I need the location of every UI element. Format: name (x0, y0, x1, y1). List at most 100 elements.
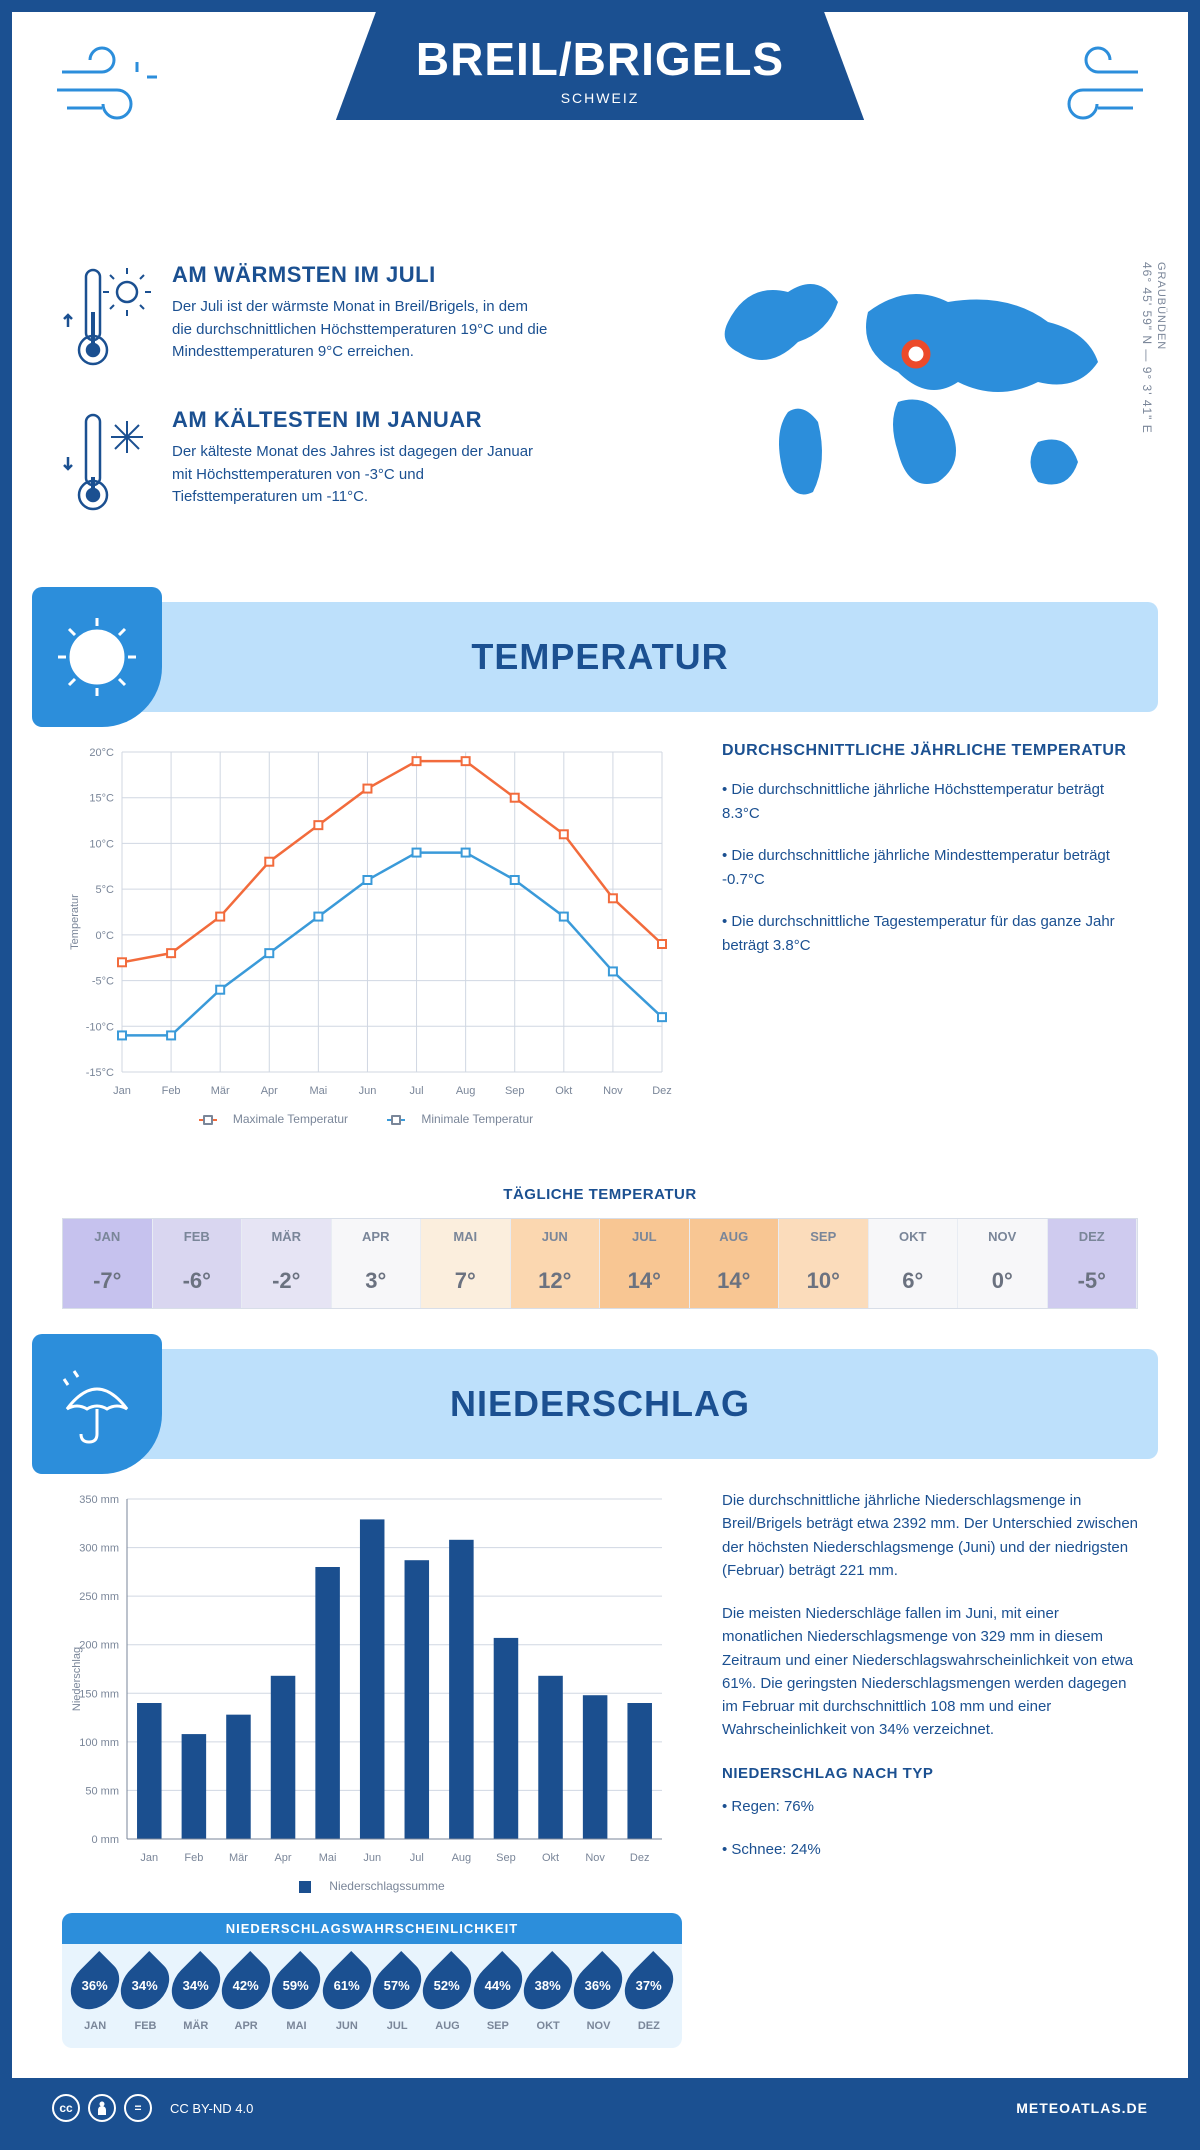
legend-min: Minimale Temperatur (421, 1112, 533, 1126)
prob-month: JUL (374, 2020, 420, 2032)
prob-month: DEZ (626, 2020, 672, 2032)
svg-text:Mär: Mär (211, 1085, 230, 1097)
daily-cell: NOV0° (958, 1219, 1048, 1308)
warmest-text: Der Juli ist der wärmste Monat in Breil/… (172, 296, 552, 364)
daily-value: -5° (1048, 1254, 1137, 1308)
legend-max: Maximale Temperatur (233, 1112, 348, 1126)
site-label: METEOATLAS.DE (1016, 2100, 1148, 2116)
prob-value: 34% (132, 1978, 158, 1993)
thermometer-snow-icon (62, 407, 152, 522)
cc-icon: cc (52, 2094, 80, 2122)
wind-icon (52, 42, 172, 137)
daily-cell: SEP10° (779, 1219, 869, 1308)
drop-icon: 52% (414, 1951, 482, 2019)
drop-icon: 38% (514, 1951, 582, 2019)
daily-value: 0° (958, 1254, 1047, 1308)
precip-text: Die durchschnittliche jährliche Niedersc… (722, 1489, 1138, 2048)
warmest-block: AM WÄRMSTEN IM JULI Der Juli ist der wär… (62, 262, 658, 377)
prob-month: APR (223, 2020, 269, 2032)
svg-text:Dez: Dez (630, 1852, 650, 1864)
legend-precip: Niederschlagssumme (329, 1879, 444, 1893)
stats-line: • Die durchschnittliche Tagestemperatur … (722, 910, 1138, 958)
cc-badges: cc = CC BY-ND 4.0 (52, 2094, 253, 2122)
svg-text:-15°C: -15°C (86, 1067, 114, 1079)
prob-cell: 59%MAI (273, 1958, 319, 2032)
temperature-row: -15°C-10°C-5°C0°C5°C10°C15°C20°CJanFebMä… (12, 742, 1188, 1156)
daily-month: SEP (779, 1219, 868, 1254)
drop-icon: 42% (212, 1951, 280, 2019)
prob-cell: 57% JUL (374, 1958, 420, 2032)
prob-cell: 38%OKT (525, 1958, 571, 2032)
svg-text:150 mm: 150 mm (79, 1688, 119, 1700)
prob-value: 42% (233, 1978, 259, 1993)
svg-text:Apr: Apr (274, 1852, 291, 1864)
svg-text:10°C: 10°C (89, 838, 114, 850)
section-title: TEMPERATUR (471, 636, 728, 678)
svg-text:Niederschlag: Niederschlag (71, 1647, 83, 1711)
drop-icon: 57% (363, 1951, 431, 2019)
precip-row: 0 mm50 mm100 mm150 mm200 mm250 mm300 mm3… (12, 1489, 1188, 2078)
page-title: BREIL/BRIGELS (416, 32, 784, 86)
svg-text:Nov: Nov (603, 1085, 623, 1097)
prob-value: 57% (384, 1978, 410, 1993)
prob-value: 36% (585, 1978, 611, 1993)
sun-icon (32, 587, 162, 727)
prob-cell: 44%SEP (475, 1958, 521, 2032)
daily-month: JUN (511, 1219, 600, 1254)
daily-cell: AUG14° (690, 1219, 780, 1308)
daily-month: MAI (421, 1219, 510, 1254)
svg-text:Okt: Okt (555, 1085, 572, 1097)
svg-text:-10°C: -10°C (86, 1021, 114, 1033)
prob-value: 59% (283, 1978, 309, 1993)
daily-cell: MAI7° (421, 1219, 511, 1308)
svg-text:Aug: Aug (456, 1085, 476, 1097)
title-banner: BREIL/BRIGELS SCHWEIZ (336, 12, 864, 120)
prob-cell: 34%MÄR (173, 1958, 219, 2032)
svg-text:Dez: Dez (652, 1085, 672, 1097)
daily-month: OKT (869, 1219, 958, 1254)
daily-month: AUG (690, 1219, 779, 1254)
stats-line: • Die durchschnittliche jährliche Höchst… (722, 778, 1138, 826)
daily-value: -6° (153, 1254, 242, 1308)
daily-cell: APR3° (332, 1219, 422, 1308)
svg-text:Jul: Jul (410, 1085, 424, 1097)
stats-heading: DURCHSCHNITTLICHE JÄHRLICHE TEMPERATUR (722, 742, 1138, 760)
prob-cell: 52%AUG (424, 1958, 470, 2032)
daily-cell: JUL14° (600, 1219, 690, 1308)
daily-month: NOV (958, 1219, 1047, 1254)
coords-label: 46° 45' 59" N — 9° 3' 41" E (1140, 262, 1154, 434)
daily-value: -2° (242, 1254, 331, 1308)
probability-title: NIEDERSCHLAGSWAHRSCHEINLICHKEIT (62, 1913, 682, 1944)
prob-month: MÄR (173, 2020, 219, 2032)
prob-cell: 61%JUN (324, 1958, 370, 2032)
daily-month: FEB (153, 1219, 242, 1254)
precip-paragraph: Die meisten Niederschläge fallen im Juni… (722, 1602, 1138, 1742)
daily-cell: MÄR-2° (242, 1219, 332, 1308)
svg-text:Sep: Sep (505, 1085, 525, 1097)
by-icon (88, 2094, 116, 2122)
precip-banner: NIEDERSCHLAG (42, 1349, 1158, 1459)
drop-icon: 36% (62, 1951, 129, 2019)
daily-cell: JUN12° (511, 1219, 601, 1308)
svg-text:Aug: Aug (452, 1852, 472, 1864)
svg-text:Jan: Jan (140, 1852, 158, 1864)
thermometer-sun-icon (62, 262, 152, 377)
prob-month: JAN (72, 2020, 118, 2032)
daily-value: 14° (690, 1254, 779, 1308)
precip-legend: Niederschlagssumme (62, 1879, 682, 1893)
prob-month: OKT (525, 2020, 571, 2032)
svg-text:Mai: Mai (309, 1085, 327, 1097)
coldest-heading: AM KÄLTESTEN IM JANUAR (172, 407, 552, 433)
precip-chart: 0 mm50 mm100 mm150 mm200 mm250 mm300 mm3… (62, 1489, 682, 2048)
footer: cc = CC BY-ND 4.0 METEOATLAS.DE (12, 2078, 1188, 2138)
temperature-stats: DURCHSCHNITTLICHE JÄHRLICHE TEMPERATUR •… (722, 742, 1138, 1126)
drop-icon: 44% (464, 1951, 532, 2019)
prob-value: 36% (82, 1978, 108, 1993)
prob-month: AUG (424, 2020, 470, 2032)
umbrella-icon (32, 1334, 162, 1474)
svg-text:Feb: Feb (184, 1852, 203, 1864)
svg-text:Apr: Apr (261, 1085, 278, 1097)
daily-value: 7° (421, 1254, 510, 1308)
world-map: GRAUBÜNDEN 46° 45' 59" N — 9° 3' 41" E (698, 262, 1138, 552)
coldest-block: AM KÄLTESTEN IM JANUAR Der kälteste Mona… (62, 407, 658, 522)
